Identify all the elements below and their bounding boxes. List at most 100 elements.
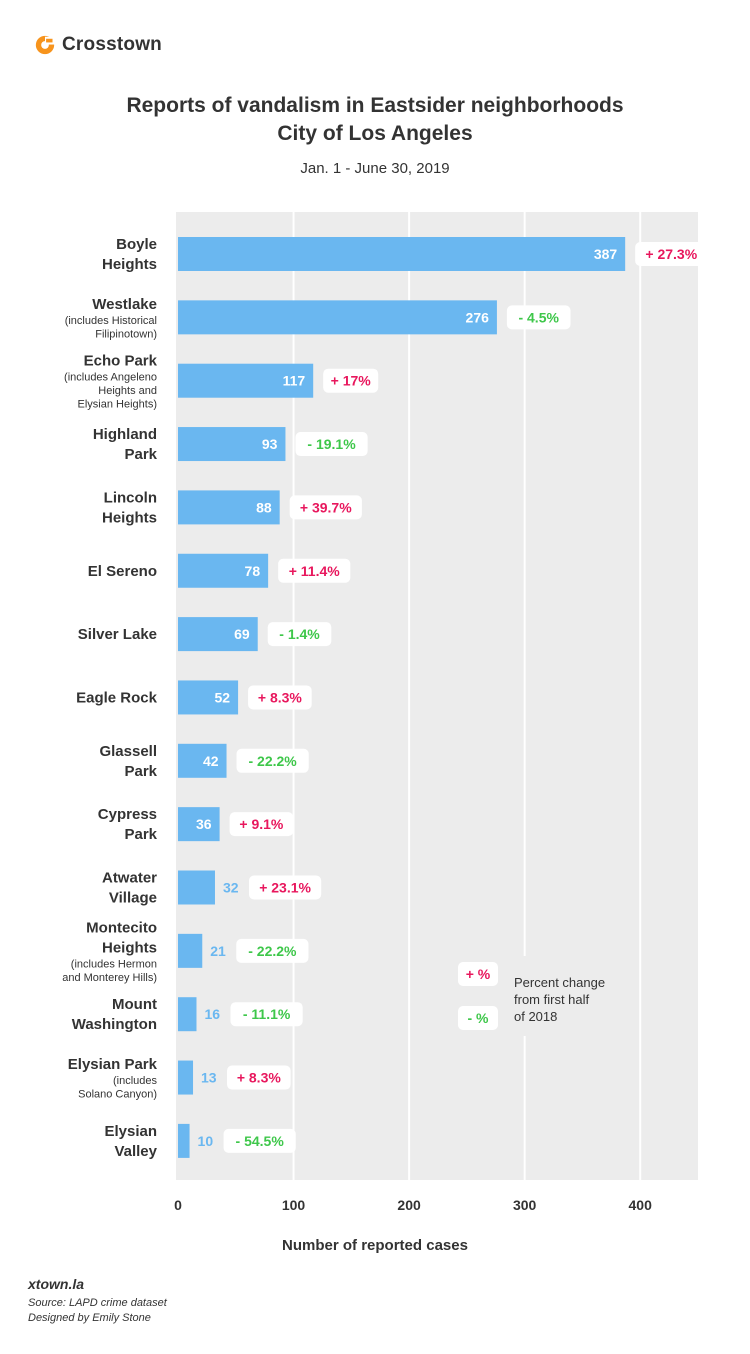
change-badge [229, 812, 294, 837]
change-badge [278, 558, 351, 583]
change-badge [323, 368, 379, 393]
bar [178, 427, 286, 462]
category-note: Solano Canyon) [78, 1089, 157, 1101]
change-badge [295, 432, 368, 457]
category-note: (includes Angeleno [64, 371, 157, 383]
change-label: - 22.2% [248, 943, 297, 959]
category-label: Atwater [102, 870, 157, 887]
bar-value-label: 10 [198, 1133, 214, 1149]
change-label: - 11.1% [243, 1006, 291, 1022]
category-label: Elysian [104, 1123, 157, 1140]
bar [178, 933, 203, 968]
bar [178, 680, 239, 715]
bar-value-label: 69 [234, 626, 250, 642]
change-label: - 4.5% [518, 309, 559, 325]
change-badge [236, 748, 309, 773]
change-badge [506, 305, 571, 330]
bar-value-label: 78 [245, 563, 261, 579]
bar-value-label: 117 [283, 373, 306, 389]
x-tick-label: 200 [397, 1197, 421, 1213]
bar-value-label: 52 [215, 689, 231, 705]
category-label: Park [124, 446, 157, 463]
category-label: El Sereno [88, 563, 157, 580]
category-label: Park [124, 826, 157, 843]
bar [178, 300, 497, 335]
category-label: Montecito [86, 919, 157, 936]
brand-logo: Crosstown [34, 34, 162, 56]
bar-value-label: 93 [262, 436, 278, 452]
legend-text: of 2018 [514, 1009, 557, 1024]
bar [178, 617, 258, 652]
category-note: and Monterey Hills) [62, 972, 157, 984]
category-label: Heights [102, 256, 157, 273]
category-label: Westlake [92, 296, 157, 313]
chart-subtitle: Jan. 1 - June 30, 2019 [300, 160, 450, 177]
footer-designer: Designed by Emily Stone [28, 1312, 151, 1324]
category-label: Silver Lake [78, 626, 157, 643]
category-label: Valley [114, 1143, 157, 1160]
category-label: Eagle Rock [76, 689, 158, 706]
x-tick-label: 100 [282, 1197, 306, 1213]
x-axis-label: Number of reported cases [282, 1237, 468, 1254]
change-label: + 8.3% [237, 1070, 282, 1086]
category-note: Elysian Heights) [78, 398, 157, 410]
bar-value-label: 21 [210, 943, 226, 959]
bar [178, 237, 626, 271]
chart-title-line-2: City of Los Angeles [277, 122, 473, 145]
bar [178, 870, 215, 905]
change-badge [267, 622, 332, 647]
bar-value-label: 16 [204, 1006, 220, 1022]
bar-value-label: 42 [203, 753, 219, 769]
bar [178, 1060, 194, 1095]
legend-minus-label-box [458, 1006, 498, 1030]
footer-site: xtown.la [28, 1276, 85, 1292]
category-label: Glassell [99, 743, 157, 760]
bar-value-label: 276 [466, 309, 490, 325]
bar [178, 363, 314, 398]
footer-source: Source: LAPD crime dataset [28, 1297, 167, 1309]
category-note: (includes [113, 1075, 158, 1087]
bar-value-label: 32 [223, 880, 239, 896]
category-note: (includes Historical [65, 315, 157, 327]
bar [178, 743, 227, 778]
category-label: Lincoln [104, 489, 157, 506]
change-label: + 11.4% [289, 563, 341, 579]
x-tick-label: 0 [174, 1197, 182, 1213]
category-label: Elysian Park [68, 1056, 158, 1073]
change-label: + 27.3% [645, 246, 697, 262]
change-badge [289, 495, 362, 520]
category-label: Village [109, 890, 157, 907]
bar [178, 807, 220, 842]
change-label: + 23.1% [259, 880, 311, 896]
brand-name: Crosstown [62, 34, 162, 55]
category-note: Filipinotown) [95, 328, 157, 340]
category-label: Park [124, 763, 157, 780]
change-label: - 1.4% [279, 626, 320, 642]
legend-minus-label: - % [468, 1010, 490, 1026]
change-badge [223, 1128, 296, 1153]
legend-text: from first half [514, 992, 590, 1007]
category-label: Washington [72, 1016, 157, 1033]
change-label: + 39.7% [300, 499, 352, 515]
category-label: Heights [102, 939, 157, 956]
change-label: + 17% [331, 373, 372, 389]
bar [178, 490, 280, 525]
change-label: - 54.5% [236, 1133, 285, 1149]
change-label: - 22.2% [249, 753, 298, 769]
change-label: + 9.1% [239, 816, 284, 832]
bar [178, 1123, 190, 1158]
crosstown-logo-icon [35, 35, 56, 55]
x-tick-label: 300 [513, 1197, 537, 1213]
change-badge [248, 685, 312, 710]
chart-title-line-1: Reports of vandalism in Eastsider neighb… [126, 94, 624, 117]
x-tick-label: 400 [629, 1197, 653, 1213]
bar-value-label: 13 [201, 1070, 217, 1086]
category-note: Heights and [98, 385, 157, 397]
legend-plus-label-box [458, 962, 498, 986]
legend-text: Percent change [514, 975, 605, 990]
change-badge [236, 938, 309, 963]
change-badge [635, 242, 708, 266]
bar-value-label: 88 [256, 499, 272, 515]
category-label: Highland [93, 426, 157, 443]
